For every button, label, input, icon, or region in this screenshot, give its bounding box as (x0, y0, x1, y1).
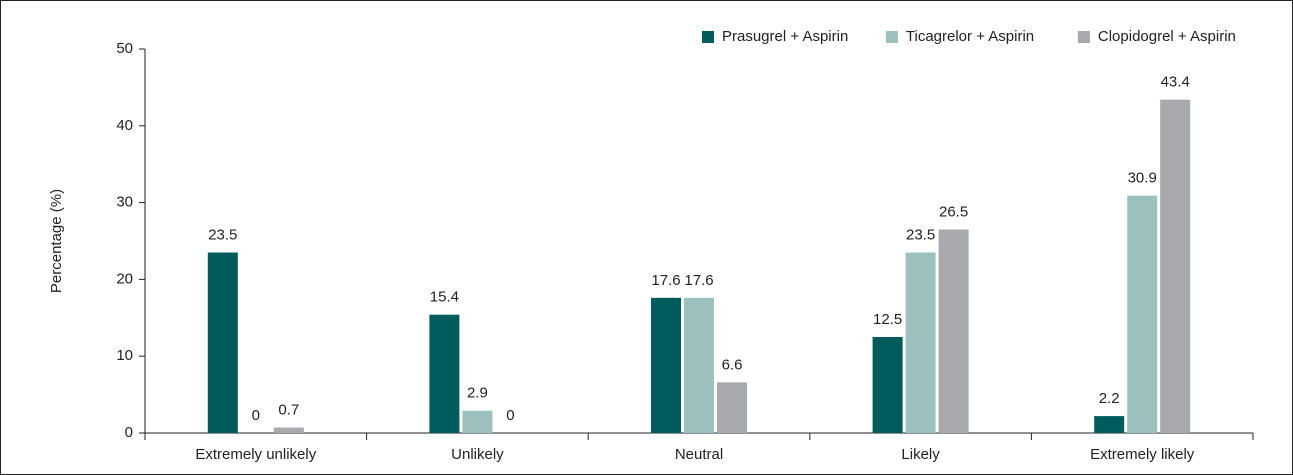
legend-swatch (702, 31, 714, 43)
value-label: 23.5 (906, 226, 935, 243)
bar (1094, 416, 1125, 433)
x-tick-label: Neutral (675, 446, 723, 463)
bar (1160, 99, 1191, 434)
value-label: 43.4 (1161, 74, 1190, 91)
value-label: 0 (506, 407, 514, 424)
y-tick-label: 10 (116, 347, 133, 364)
value-label: 26.5 (939, 203, 968, 220)
value-label: 6.6 (722, 356, 743, 373)
y-axis-label: Percentage (%) (48, 189, 65, 293)
value-label: 0 (252, 407, 260, 424)
legend-swatch (1077, 31, 1090, 43)
x-tick-label: Extremely unlikely (195, 446, 316, 463)
y-tick-label: 30 (116, 194, 133, 211)
value-label: 15.4 (430, 289, 459, 306)
bar (1127, 195, 1158, 433)
bar (207, 252, 238, 433)
value-label: 23.5 (208, 226, 237, 243)
value-label: 30.9 (1128, 170, 1157, 187)
bar (651, 297, 681, 433)
bar (717, 382, 747, 433)
value-label: 17.6 (651, 272, 680, 289)
value-label: 0.7 (278, 402, 299, 419)
y-tick-label: 50 (116, 40, 133, 57)
y-tick-label: 0 (125, 424, 133, 441)
y-tick-label: 40 (116, 117, 133, 134)
bar (684, 297, 714, 433)
value-label: 2.2 (1099, 390, 1120, 407)
x-tick-label: Extremely likely (1090, 446, 1195, 463)
value-label: 2.9 (467, 385, 488, 402)
legend-label: Prasugrel + Aspirin (722, 28, 848, 45)
bar (872, 337, 903, 433)
legend-swatch (885, 31, 898, 43)
bar (273, 427, 304, 433)
bar (938, 229, 969, 433)
bar (905, 252, 936, 433)
value-label: 17.6 (684, 272, 713, 289)
y-tick-label: 20 (116, 270, 133, 287)
bar (429, 314, 460, 433)
bar (462, 410, 493, 433)
x-tick-label: Unlikely (451, 446, 504, 463)
x-tick-label: Likely (901, 446, 940, 463)
legend-label: Clopidogrel + Aspirin (1098, 28, 1236, 45)
value-label: 12.5 (873, 311, 902, 328)
legend-label: Ticagrelor + Aspirin (906, 28, 1034, 45)
